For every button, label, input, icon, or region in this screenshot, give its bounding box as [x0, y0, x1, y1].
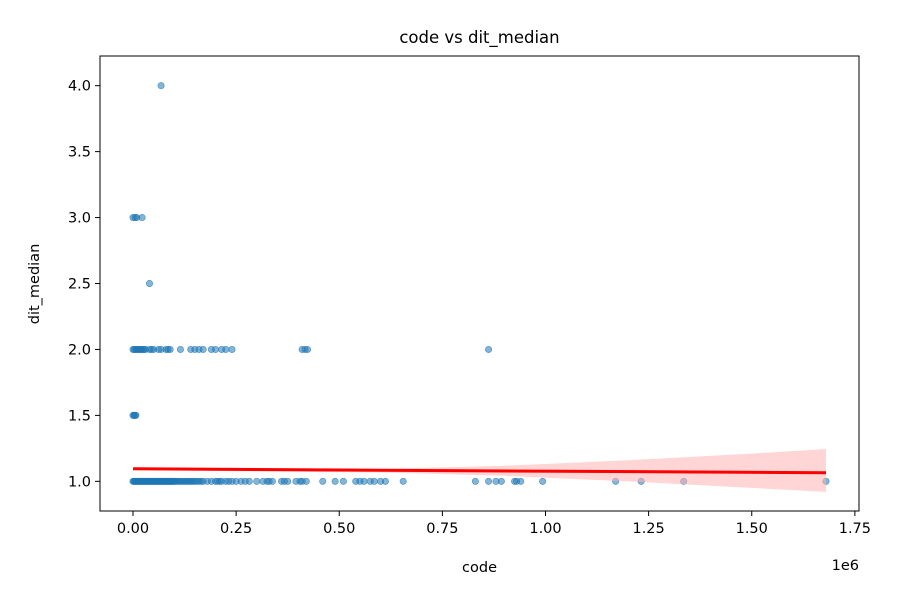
y-tick-label: 2.0 — [68, 342, 91, 358]
x-axis: 0.00 0.25 0.50 0.75 1.00 1.25 1.50 1.75 — [117, 511, 871, 537]
data-point — [132, 411, 140, 419]
y-tick-label: 2.5 — [68, 277, 91, 293]
data-point — [485, 345, 493, 353]
data-point — [319, 477, 327, 485]
x-tick-label: 1.50 — [736, 521, 768, 537]
data-point — [138, 214, 146, 222]
y-tick-label: 1.5 — [68, 408, 91, 424]
x-tick-label: 1.00 — [529, 521, 561, 537]
data-point — [302, 477, 310, 485]
data-point — [381, 477, 389, 485]
x-axis-label: code — [462, 560, 497, 576]
chart-title: code vs dit_median — [399, 28, 559, 48]
y-axis: 1.0 1.5 2.0 2.5 3.0 3.5 4.0 — [68, 79, 100, 490]
x-tick-label: 0.00 — [117, 521, 149, 537]
data-point — [157, 82, 165, 90]
data-point — [253, 477, 261, 485]
y-tick-label: 3.0 — [68, 211, 91, 227]
data-point — [370, 477, 378, 485]
y-axis-label: dit_median — [27, 244, 43, 325]
x-tick-label: 1.75 — [839, 521, 871, 537]
y-tick-label: 4.0 — [68, 79, 91, 95]
data-point — [331, 477, 339, 485]
x-tick-label: 0.25 — [220, 521, 252, 537]
data-point — [399, 477, 407, 485]
data-point — [176, 345, 184, 353]
data-point — [471, 477, 479, 485]
data-point — [268, 477, 276, 485]
data-point — [360, 477, 368, 485]
y-tick-label: 3.5 — [68, 145, 91, 161]
data-point — [228, 345, 236, 353]
data-point — [284, 477, 292, 485]
x-tick-label: 1.25 — [632, 521, 664, 537]
data-point — [146, 279, 154, 287]
data-point — [199, 345, 207, 353]
y-tick-label: 1.0 — [68, 474, 91, 490]
data-point — [339, 477, 347, 485]
x-tick-label: 0.50 — [323, 521, 355, 537]
data-point — [245, 477, 253, 485]
data-point — [497, 477, 505, 485]
x-tick-label: 0.75 — [426, 521, 458, 537]
data-point — [517, 477, 525, 485]
x-axis-offset-label: 1e6 — [832, 558, 859, 574]
data-point — [166, 345, 174, 353]
data-point — [539, 477, 547, 485]
data-point — [222, 345, 230, 353]
plot-layer — [129, 82, 830, 492]
data-point — [303, 345, 311, 353]
data-point — [485, 477, 493, 485]
data-point — [212, 345, 220, 353]
regression-line — [132, 467, 827, 475]
